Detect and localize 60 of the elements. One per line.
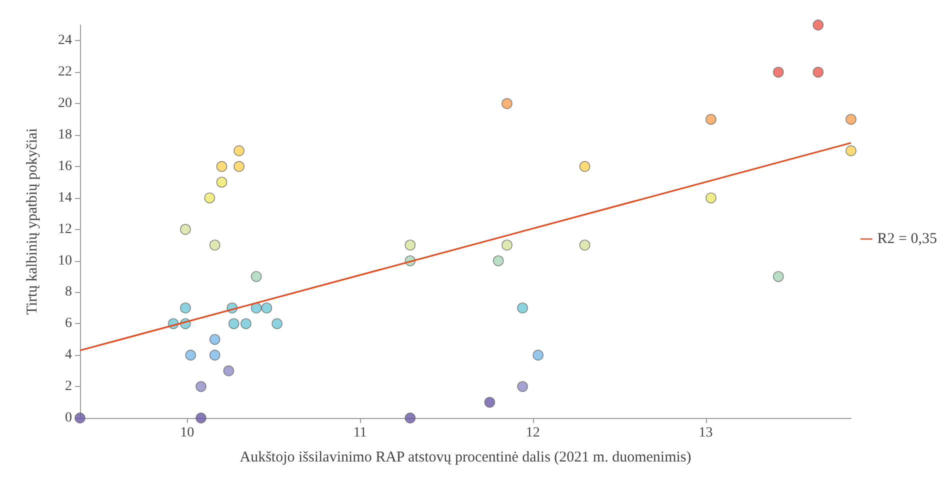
point xyxy=(846,145,856,156)
point xyxy=(404,412,416,424)
point xyxy=(812,20,824,30)
y-tick-label: 24 xyxy=(58,33,72,48)
x-axis-title: Aukštojo išsilavinimo RAP atstovų procentinė dalis (2021 m. duomenimis) xyxy=(240,450,692,466)
point xyxy=(579,161,590,172)
point xyxy=(250,302,262,314)
y-tick-label: 12 xyxy=(58,222,72,237)
legend-label: R2 = 0,35 xyxy=(877,231,938,247)
point xyxy=(228,318,240,330)
point xyxy=(180,302,191,314)
point xyxy=(185,350,196,361)
x-tick-label: 11 xyxy=(353,426,367,440)
point xyxy=(216,176,228,188)
point xyxy=(209,240,220,250)
point xyxy=(532,350,544,361)
x-tick-label: 13 xyxy=(698,426,713,440)
y-tick-label: 6 xyxy=(65,316,72,332)
point xyxy=(240,318,252,330)
point xyxy=(209,334,220,345)
point xyxy=(484,396,496,408)
point xyxy=(234,161,244,172)
point xyxy=(404,240,416,250)
point xyxy=(74,412,86,424)
point xyxy=(180,224,191,235)
y-tick-label: 2 xyxy=(65,379,72,394)
y-axis-title: Tirtų kalbinių ypatbių pokyčiai xyxy=(24,128,40,315)
point xyxy=(223,365,234,376)
point xyxy=(517,302,528,314)
y-tick-label: 20 xyxy=(58,96,72,112)
point xyxy=(812,66,824,78)
point xyxy=(502,98,512,109)
point xyxy=(216,161,228,172)
point xyxy=(250,271,262,282)
x-tick-label: 10 xyxy=(180,426,194,440)
point xyxy=(773,271,784,282)
y-tick-label: 14 xyxy=(58,190,72,206)
point xyxy=(196,412,206,424)
y-tick-label: 16 xyxy=(58,158,72,174)
point xyxy=(773,66,784,78)
point xyxy=(706,192,716,204)
point xyxy=(706,114,716,125)
y-tick-label: 8 xyxy=(65,284,72,300)
point xyxy=(272,318,282,330)
point xyxy=(234,145,244,156)
point xyxy=(209,350,220,361)
x-tick-label: 12 xyxy=(526,426,540,440)
point xyxy=(846,114,856,125)
point xyxy=(196,381,206,392)
y-tick-label: 18 xyxy=(58,128,72,143)
point xyxy=(261,302,272,314)
point xyxy=(492,255,504,266)
y-tick-label: 4 xyxy=(65,348,72,363)
y-tick-label: 0 xyxy=(65,410,72,426)
point xyxy=(517,381,528,392)
y-tick-label: 10 xyxy=(58,253,72,268)
point xyxy=(502,240,512,250)
point xyxy=(204,192,216,204)
y-tick-label: 22 xyxy=(58,64,72,80)
point xyxy=(579,240,590,250)
